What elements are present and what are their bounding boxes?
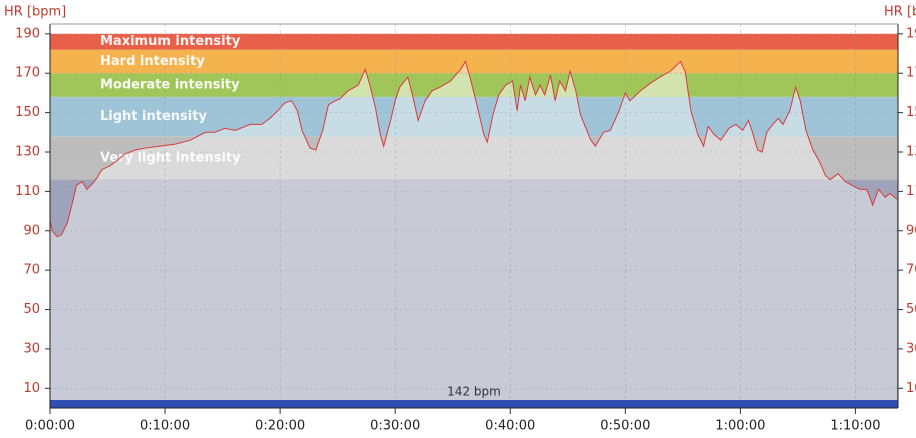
y-tick-label: 10 [23,381,40,396]
grid [49,24,898,408]
x-tick-label: 0:00:00 [25,419,75,434]
y-tick-label: 150 [15,105,40,120]
lap-bar [50,400,898,408]
y2-tick-label: 110 [906,184,916,199]
x-tick-label: 0:30:00 [370,419,420,434]
y-tick-label: 110 [15,184,40,199]
y-tick-label: 170 [15,66,40,81]
zone-band [50,33,898,50]
y-tick-label: 130 [15,145,40,160]
y-tick-label: 50 [23,302,40,317]
y2-tick-label: 130 [906,145,916,160]
y2-tick-label: 170 [906,66,916,81]
zone-label: Very light intensity [100,150,241,165]
foreground: Very light intensity Light intensity Moder… [15,23,916,434]
y2-axis-title: HR [bpm] [884,5,916,20]
average-label: 142 bpm [447,385,501,399]
zone-label: Light intensity [100,109,207,124]
y2-tick-label: 150 [906,105,916,120]
x-tick-label: 0:10:00 [140,419,190,434]
y-tick-label: 70 [23,263,40,278]
zone-fill [50,179,897,408]
y2-tick-label: 90 [906,223,916,238]
x-tick-label: 0:40:00 [485,419,535,434]
y-tick-label: 190 [15,26,40,41]
zone-label: Hard intensity [100,54,205,69]
y-axis-title: HR [bpm] [4,5,66,20]
y2-tick-label: 190 [906,26,916,41]
x-tick-label: 0:20:00 [255,419,305,434]
hr-line [49,60,898,238]
y-tick-label: 90 [23,223,40,238]
y2-tick-label: 10 [906,381,916,396]
x-tick-label: 0:50:00 [600,419,650,434]
y2-tick-label: 70 [906,263,916,278]
y2-tick-label: 30 [906,341,916,356]
y-tick-label: 30 [23,341,40,356]
x-tick-label: 1:10:00 [830,419,880,434]
x-tick-label: 1:00:00 [715,419,765,434]
y2-tick-label: 50 [906,302,916,317]
zone-label: Maximum intensity [100,34,241,49]
zone-band [50,49,898,74]
zone-label: Moderate intensity [100,78,240,93]
